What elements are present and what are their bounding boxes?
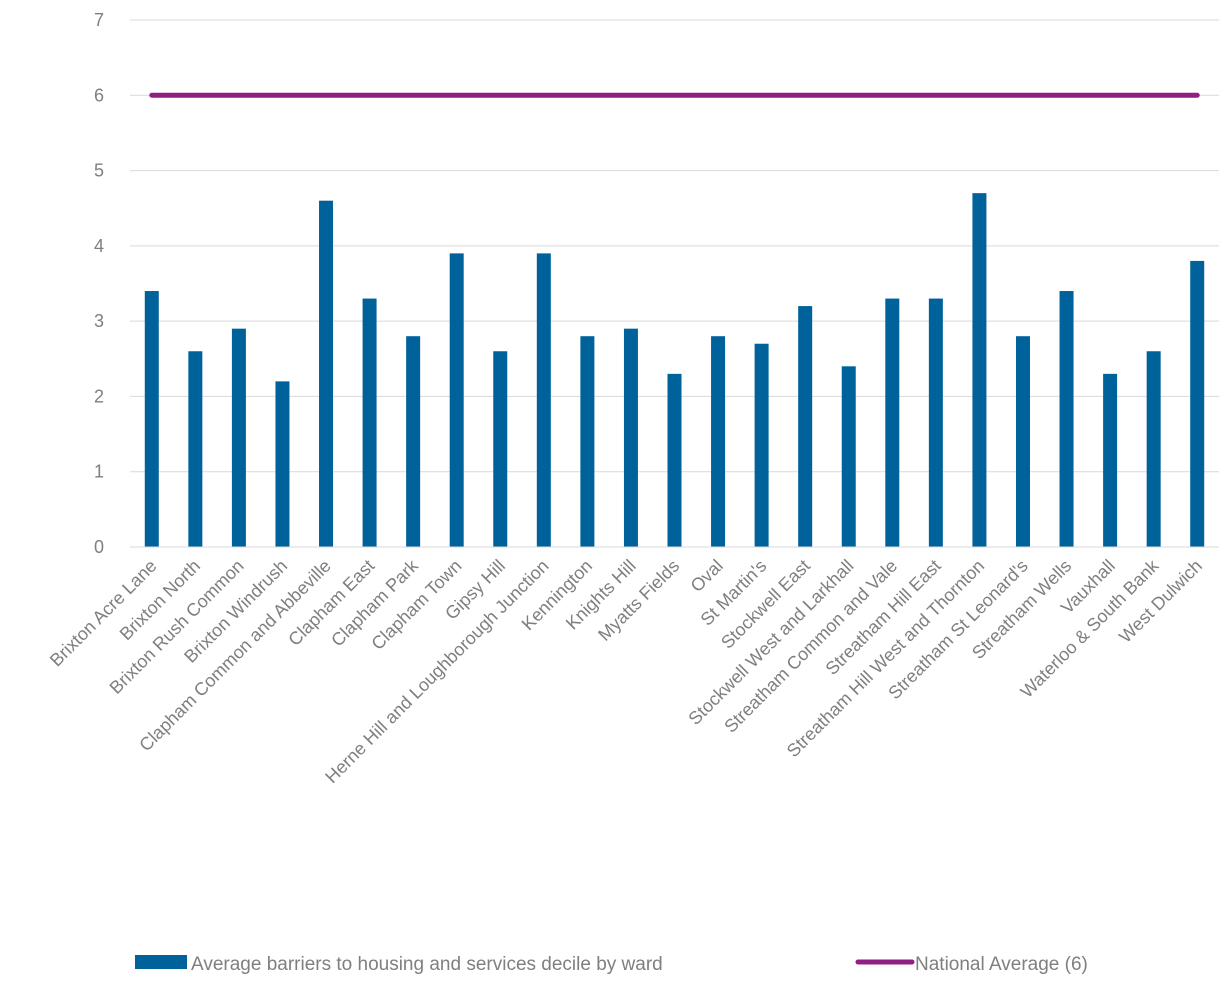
bar <box>580 336 595 547</box>
bar <box>667 373 682 547</box>
y-tick-label: 1 <box>94 462 104 482</box>
bar <box>711 336 726 547</box>
y-tick-label: 3 <box>94 311 104 331</box>
bar <box>1146 351 1161 547</box>
bar <box>1103 373 1118 547</box>
bar <box>623 328 638 547</box>
bar <box>231 328 246 547</box>
y-tick-label: 0 <box>94 537 104 557</box>
bar <box>493 351 508 547</box>
bar <box>188 351 203 547</box>
legend-bar-label: Average barriers to housing and services… <box>191 954 663 975</box>
y-tick-label: 4 <box>94 236 104 256</box>
bar <box>798 306 813 547</box>
bar <box>449 253 464 547</box>
bar <box>1015 336 1030 547</box>
y-tick-label: 7 <box>94 10 104 30</box>
y-tick-label: 5 <box>94 161 104 181</box>
bar <box>319 200 334 547</box>
bar <box>754 343 769 547</box>
legend-line-label: National Average (6) <box>915 954 1088 975</box>
legend-bar-swatch <box>135 955 187 969</box>
bar <box>362 298 377 547</box>
bar <box>275 381 290 547</box>
bar <box>885 298 900 547</box>
bar <box>406 336 421 547</box>
bar <box>144 291 159 547</box>
y-axis-ticks: 0 1 2 3 4 5 6 7 <box>94 10 104 557</box>
legend: Average barriers to housing and services… <box>135 954 1088 975</box>
bar <box>536 253 551 547</box>
bar <box>841 366 856 547</box>
bar <box>1190 260 1205 547</box>
bar <box>1059 291 1074 547</box>
bar <box>928 298 943 547</box>
bars <box>144 193 1205 547</box>
bar <box>972 193 987 547</box>
y-tick-label: 6 <box>94 85 104 105</box>
y-tick-label: 2 <box>94 386 104 406</box>
